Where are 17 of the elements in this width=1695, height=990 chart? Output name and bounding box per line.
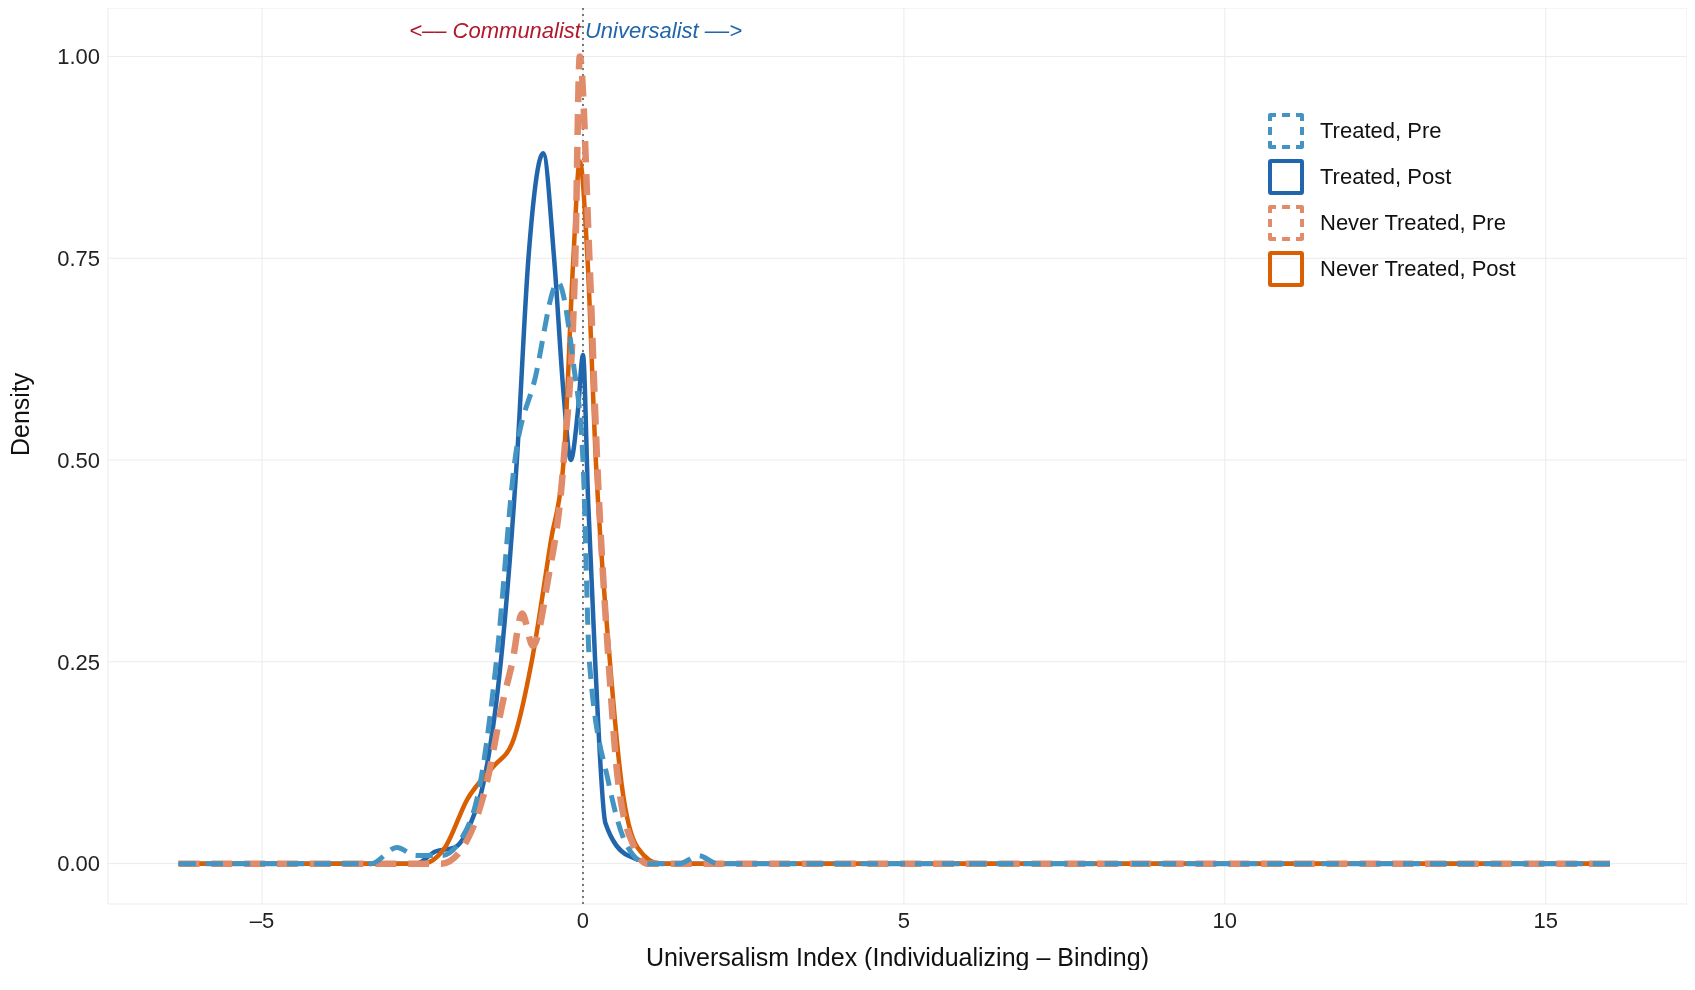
y-tick-label: 0.75: [57, 246, 100, 272]
x-tick-label: 0: [576, 907, 590, 933]
legend-label: Treated, Pre: [1320, 118, 1442, 144]
x-tick-label: –5: [249, 907, 275, 933]
y-tick-label: 0.00: [57, 851, 100, 877]
x-tick-label: 5: [897, 907, 911, 933]
legend-label: Never Treated, Pre: [1320, 210, 1506, 236]
y-tick-label: 0.50: [57, 447, 100, 473]
x-tick-label: 15: [1533, 907, 1559, 933]
legend-label: Never Treated, Post: [1320, 256, 1516, 282]
annotation: Universalist ––>: [584, 18, 743, 44]
legend-label: Treated, Post: [1320, 164, 1452, 190]
y-tick-label: 1.00: [57, 44, 100, 70]
y-axis-title: Density: [5, 372, 34, 456]
y-tick-label: 0.25: [57, 649, 100, 675]
x-tick-label: 10: [1212, 907, 1238, 933]
annotation: <–– Communalist: [409, 18, 581, 44]
